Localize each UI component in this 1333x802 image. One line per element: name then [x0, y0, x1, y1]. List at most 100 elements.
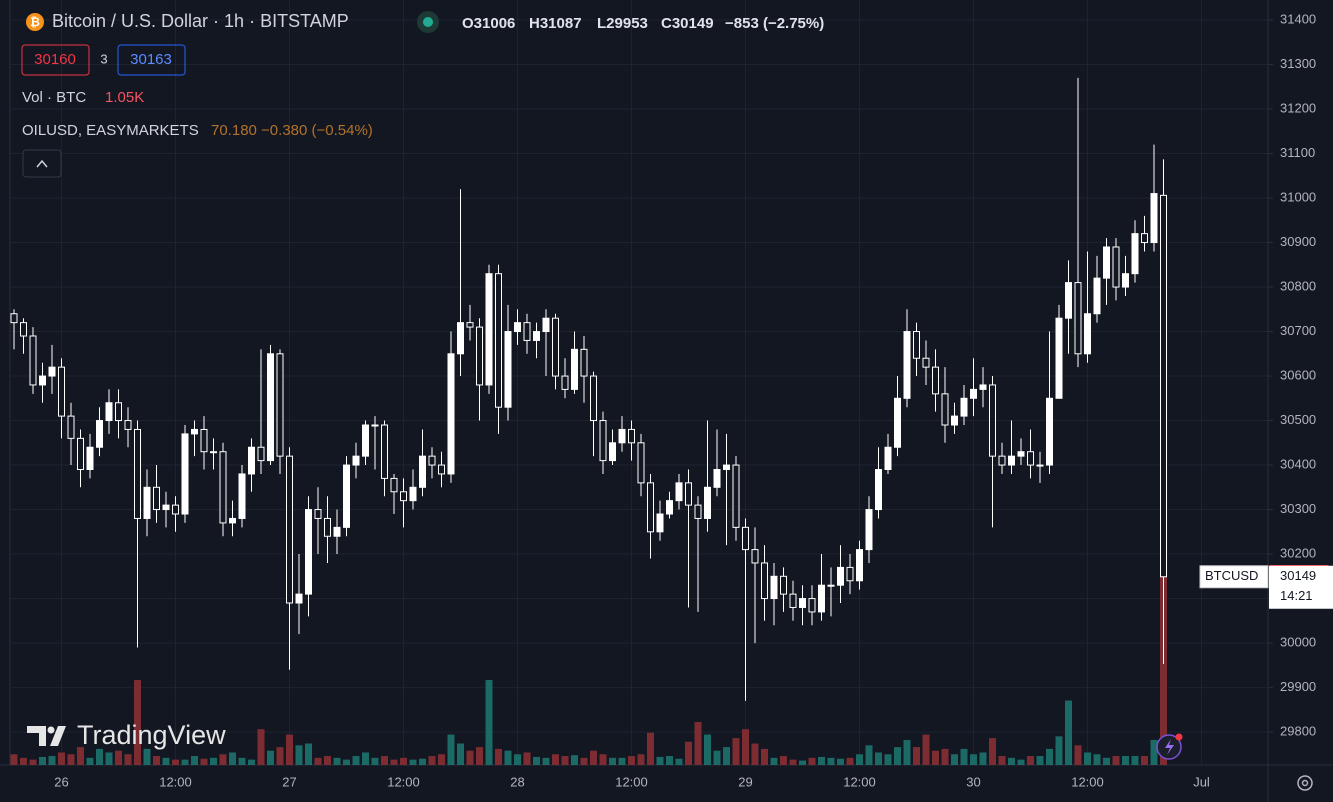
bid-box[interactable] — [21, 44, 90, 76]
volume-bar — [172, 759, 179, 765]
volume-bar — [856, 754, 863, 765]
candle-body — [656, 513, 664, 533]
volume-bar — [504, 750, 512, 765]
volume-bar — [105, 752, 113, 765]
candle-body — [257, 446, 265, 462]
volume-bar — [894, 747, 901, 765]
volume-bar — [647, 732, 654, 765]
volume-bar — [732, 738, 740, 765]
volume-bar — [390, 759, 398, 765]
ask[interactable]: 30163 — [130, 51, 172, 68]
y-tick-label: 30500 — [1280, 412, 1316, 427]
candle-body — [362, 424, 369, 457]
overlay-title: OILUSD, EASYMARKETS — [22, 122, 199, 139]
candle-body — [533, 331, 540, 341]
volume-bar — [1093, 754, 1101, 765]
volume-bar — [960, 748, 968, 765]
volume-bar — [1055, 736, 1063, 765]
volume-bar — [609, 757, 616, 765]
candle-body — [998, 455, 1006, 466]
volume-bar — [276, 747, 284, 765]
candle-body — [400, 491, 407, 502]
volume-bar — [419, 758, 426, 765]
candle-body — [960, 397, 968, 417]
candle-body — [58, 366, 65, 417]
volume-bar — [134, 679, 141, 765]
volume-bar — [400, 757, 407, 765]
settings-icon[interactable] — [1297, 775, 1313, 791]
candle-body — [618, 428, 626, 444]
volume-bar — [229, 752, 236, 765]
candle-body — [523, 322, 531, 341]
candle-body — [571, 348, 578, 390]
volume-bar — [523, 752, 531, 765]
symbol-title: Bitcoin / U.S. Dollar · 1h · BITSTAMP — [52, 11, 349, 31]
logo-dot — [47, 726, 55, 734]
volume-bar — [1160, 577, 1167, 765]
candle-body — [276, 353, 284, 457]
candle-body — [818, 584, 825, 613]
volume-bar — [248, 759, 255, 765]
volume-bar — [989, 738, 996, 765]
volume-bar — [533, 756, 540, 765]
candle-body — [20, 322, 27, 337]
candle-body — [1103, 246, 1110, 279]
candle-body — [808, 598, 816, 613]
bitcoin-icon — [26, 13, 44, 31]
candle-body — [267, 353, 274, 462]
candle-body — [666, 500, 673, 515]
candle-body — [1065, 282, 1072, 319]
volume-bar — [124, 754, 132, 765]
volume-bar — [675, 758, 683, 765]
candle-body — [504, 331, 512, 408]
volume-bar — [324, 756, 331, 765]
ohlc-value: −853 (−2.75%) — [725, 15, 824, 32]
candle-body — [647, 482, 654, 533]
volume-bar — [476, 747, 483, 765]
volume-bar — [1141, 756, 1148, 765]
candle-body — [428, 455, 436, 466]
candle-body — [1036, 464, 1044, 467]
candle-body — [970, 388, 977, 399]
candle-body — [1046, 397, 1053, 466]
volume-bar — [827, 757, 835, 765]
candle-body — [1074, 282, 1082, 355]
volume-bar — [846, 757, 854, 765]
volume-bar — [428, 756, 436, 765]
y-tick-label: 30700 — [1280, 323, 1316, 338]
bid[interactable]: 30160 — [34, 51, 76, 68]
candle-body — [324, 517, 331, 537]
volume-bar — [96, 748, 103, 765]
volume-title: Vol · BTC — [22, 89, 86, 106]
candle-body — [704, 486, 711, 519]
volume-bar — [1150, 739, 1158, 765]
candle-body — [419, 455, 426, 488]
candle-body — [10, 313, 18, 324]
volume-bar — [20, 757, 27, 765]
volume-bar — [267, 750, 274, 765]
candle-body — [238, 473, 246, 519]
volume-bar — [77, 747, 84, 765]
x-tick-label: 12:00 — [387, 774, 420, 789]
collapse-button[interactable] — [22, 149, 62, 178]
candle-body — [438, 464, 445, 475]
x-tick-label: 26 — [54, 774, 68, 789]
candles — [10, 77, 1167, 701]
overlay-values: 70.180 −0.380 (−0.54%) — [211, 122, 373, 139]
volume-pane — [10, 577, 1167, 765]
candle-body — [751, 549, 759, 564]
candle-body — [134, 428, 141, 519]
x-tick-label: 12:00 — [159, 774, 192, 789]
ohlc-value: L29953 — [597, 15, 648, 32]
candle-body — [637, 442, 645, 484]
volume-bar — [295, 745, 303, 765]
last-price-bg — [1269, 565, 1333, 609]
volume-bar — [352, 756, 360, 765]
spread: 3 — [100, 51, 107, 66]
candle-body — [200, 428, 208, 453]
volume-bar — [875, 752, 882, 765]
ask-box[interactable] — [117, 44, 186, 76]
candle-body — [894, 397, 901, 448]
candle-body — [1084, 313, 1091, 355]
